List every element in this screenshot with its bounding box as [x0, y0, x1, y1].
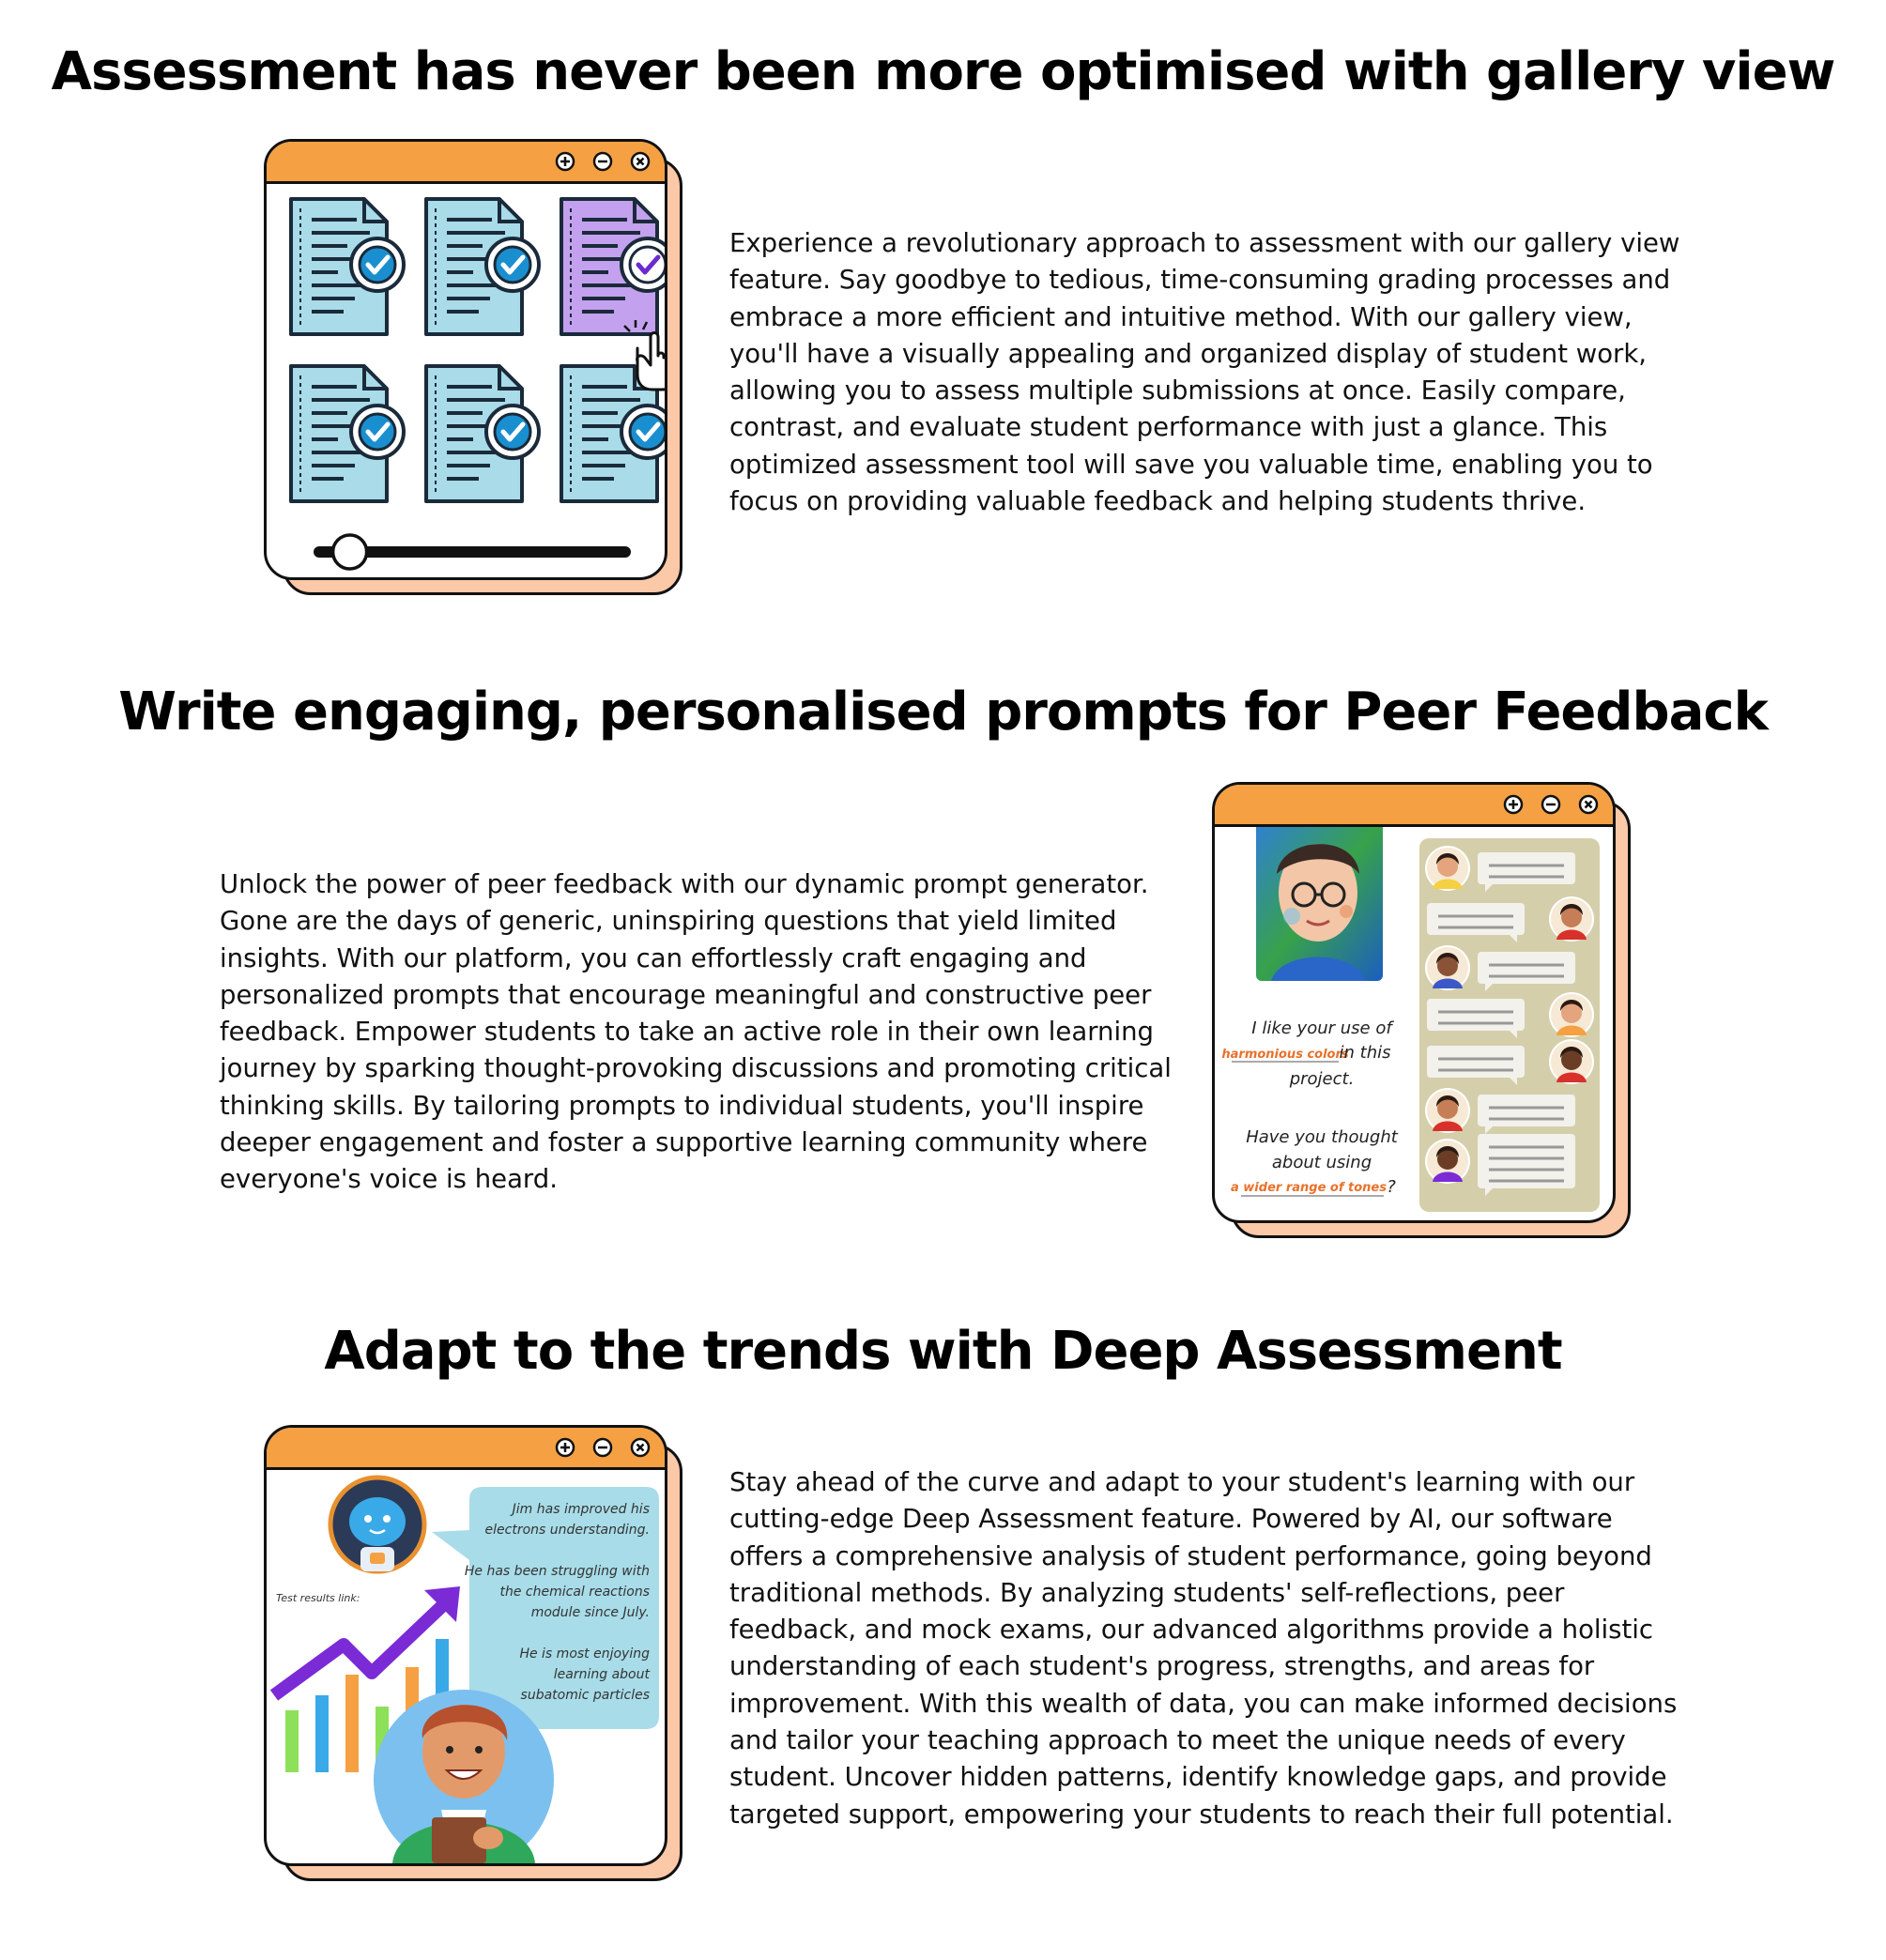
- trend-arrow-icon: [269, 1586, 460, 1701]
- section-body-gallery-view: Experience a revolutionary approach to a…: [729, 228, 1680, 517]
- ai-insight-line-4: the chemical reactions: [499, 1585, 650, 1600]
- ai-insight-line-8: subatomic particles: [521, 1688, 650, 1703]
- section-body-peer-feedback: Unlock the power of peer feedback with o…: [220, 869, 1172, 1195]
- chat-thread: [1425, 846, 1594, 1196]
- chat-message: [1425, 846, 1575, 892]
- plus-circle-icon: [555, 151, 575, 172]
- peer-feedback-stage: I like your use of harmonious colors in …: [1221, 827, 1600, 1212]
- ai-insight-line-2: electrons understanding.: [485, 1523, 650, 1538]
- check-badge-icon: [484, 404, 541, 460]
- section-heading-peer-feedback: Write engaging, personalised prompts for…: [118, 681, 1769, 743]
- ai-speech-bubble: [432, 1487, 659, 1729]
- deep-assessment-stage: Jim has improved his electrons understan…: [269, 1475, 659, 1863]
- chat-bubble: [1427, 999, 1525, 1038]
- document-thumbnail[interactable]: [424, 197, 541, 336]
- results-bar: [315, 1695, 329, 1772]
- results-bar: [345, 1675, 359, 1772]
- comment-line-1: I like your use of: [1251, 1018, 1394, 1038]
- ai-insight-line-1: Jim has improved his: [510, 1502, 650, 1517]
- chat-message: [1425, 1134, 1575, 1196]
- comment-line-2: in this: [1340, 1043, 1391, 1063]
- check-badge-icon: [620, 404, 665, 460]
- test-results-link[interactable]: Test results link:: [276, 1592, 360, 1604]
- comment-line-4: Have you thought: [1246, 1127, 1399, 1147]
- minus-circle-icon: [592, 151, 613, 172]
- check-badge-icon: [620, 237, 665, 293]
- results-bar: [285, 1710, 299, 1772]
- minus-circle-icon: [592, 1437, 613, 1458]
- student-artwork-image: [1256, 827, 1383, 981]
- comment-line-3: project.: [1289, 1069, 1355, 1089]
- window-title-bar: [267, 142, 665, 184]
- check-badge-icon: [349, 404, 406, 460]
- chat-message: [1425, 945, 1575, 991]
- document-thumbnail[interactable]: [424, 364, 541, 503]
- zoom-slider-thumb[interactable]: [330, 533, 369, 571]
- gallery-view-illustration: [264, 139, 682, 595]
- ai-insight-line-6: He is most enjoying: [519, 1646, 650, 1661]
- window-title-bar: [1215, 785, 1613, 827]
- comment-line-5: about using: [1272, 1153, 1372, 1172]
- chat-message: [1425, 1088, 1575, 1134]
- comment-highlight-2: a wider range of tones: [1231, 1181, 1387, 1195]
- plus-circle-icon: [1503, 794, 1524, 815]
- document-thumbnail[interactable]: [289, 197, 406, 336]
- chat-message: [1427, 992, 1594, 1038]
- close-circle-icon: [630, 151, 651, 172]
- deep-assessment-illustration: Jim has improved his electrons understan…: [264, 1425, 682, 1881]
- chat-bubble: [1478, 1095, 1575, 1134]
- chat-bubble: [1478, 852, 1575, 892]
- ai-insight-line-5: module since July.: [531, 1605, 650, 1620]
- ai-insight-line-3: He has been struggling with: [465, 1564, 650, 1579]
- chat-bubble: [1478, 1134, 1575, 1196]
- section-heading-deep-assessment: Adapt to the trends with Deep Assessment: [324, 1321, 1562, 1382]
- ai-insight-line-7: learning about: [554, 1667, 651, 1682]
- close-circle-icon: [1578, 794, 1599, 815]
- window-frame: I like your use of harmonious colors in …: [1212, 782, 1616, 1223]
- window-frame: [264, 139, 667, 580]
- feedback-comment: I like your use of harmonious colors in …: [1221, 1018, 1398, 1197]
- gallery-stage: [289, 197, 665, 571]
- window-frame: Jim has improved his electrons understan…: [264, 1425, 667, 1866]
- chat-bubble: [1427, 903, 1525, 942]
- peer-feedback-illustration: I like your use of harmonious colors in …: [1212, 782, 1631, 1238]
- pointer-hand-icon: [623, 320, 665, 391]
- comment-highlight-1: harmonious colors: [1221, 1048, 1349, 1062]
- chat-message: [1427, 1039, 1594, 1085]
- ai-robot-avatar: [328, 1475, 427, 1574]
- minus-circle-icon: [1541, 794, 1561, 815]
- document-thumbnail[interactable]: [289, 364, 406, 503]
- zoom-slider-track[interactable]: [314, 546, 631, 558]
- check-badge-icon: [349, 237, 406, 293]
- check-badge-icon: [484, 237, 541, 293]
- chat-bubble: [1427, 1046, 1525, 1085]
- document-thumbnail-selected[interactable]: [560, 197, 665, 336]
- chat-bubble: [1478, 952, 1575, 991]
- comment-end-mark: ?: [1387, 1177, 1396, 1197]
- section-body-deep-assessment: Stay ahead of the curve and adapt to you…: [729, 1467, 1678, 1830]
- close-circle-icon: [630, 1437, 651, 1458]
- section-heading-gallery-view: Assessment has never been more optimised…: [51, 41, 1836, 102]
- plus-circle-icon: [555, 1437, 575, 1458]
- document-thumbnail[interactable]: [560, 364, 665, 503]
- window-title-bar: [267, 1428, 665, 1470]
- chat-message: [1427, 896, 1594, 942]
- student-avatar: [374, 1690, 554, 1863]
